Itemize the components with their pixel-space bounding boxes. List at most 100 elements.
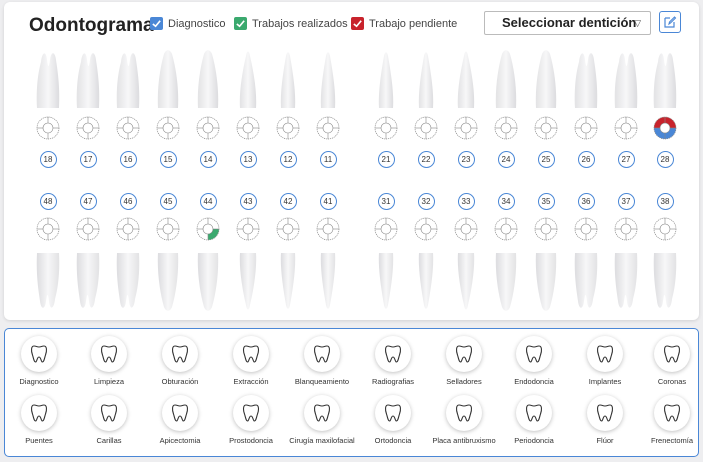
tooth-number[interactable]: 21 xyxy=(377,151,395,168)
tooth-image[interactable] xyxy=(114,48,142,114)
procedure-puentes[interactable]: Puentes xyxy=(5,395,73,445)
tooth-surface-chart[interactable] xyxy=(533,115,559,141)
tooth-number[interactable]: 37 xyxy=(617,193,635,210)
tooth-image[interactable] xyxy=(532,247,560,313)
tooth-number[interactable]: 27 xyxy=(617,151,635,168)
tooth-image[interactable] xyxy=(34,48,62,114)
tooth-image[interactable] xyxy=(572,247,600,313)
tooth-image[interactable] xyxy=(612,247,640,313)
tooth-image[interactable] xyxy=(492,48,520,114)
tooth-image[interactable] xyxy=(412,247,440,313)
tooth-number[interactable]: 44 xyxy=(199,193,217,210)
tooth-number[interactable]: 11 xyxy=(319,151,337,168)
procedure-cirugia-maxilofacial[interactable]: Cirugía maxilofacial xyxy=(288,395,356,445)
tooth-number[interactable]: 16 xyxy=(119,151,137,168)
tooth-surface-chart[interactable] xyxy=(155,216,181,242)
tooth-surface-chart[interactable] xyxy=(413,216,439,242)
tooth-number[interactable]: 33 xyxy=(457,193,475,210)
tooth-image[interactable] xyxy=(154,247,182,313)
tooth-surface-chart[interactable] xyxy=(373,216,399,242)
tooth-surface-chart[interactable] xyxy=(275,216,301,242)
tooth-image[interactable] xyxy=(74,48,102,114)
tooth-number[interactable]: 47 xyxy=(79,193,97,210)
tooth-number[interactable]: 23 xyxy=(457,151,475,168)
tooth-surface-chart[interactable] xyxy=(275,115,301,141)
tooth-image[interactable] xyxy=(194,48,222,114)
tooth-number[interactable]: 32 xyxy=(417,193,435,210)
tooth-number[interactable]: 34 xyxy=(497,193,515,210)
tooth-number[interactable]: 43 xyxy=(239,193,257,210)
tooth-number[interactable]: 17 xyxy=(79,151,97,168)
tooth-image[interactable] xyxy=(34,247,62,313)
tooth-number[interactable]: 13 xyxy=(239,151,257,168)
tooth-surface-chart[interactable] xyxy=(413,115,439,141)
procedure-radiografias[interactable]: Radiografias xyxy=(359,336,427,386)
tooth-image[interactable] xyxy=(452,247,480,313)
tooth-number[interactable]: 25 xyxy=(537,151,555,168)
tooth-number[interactable]: 12 xyxy=(279,151,297,168)
tooth-surface-chart[interactable] xyxy=(315,115,341,141)
tooth-image[interactable] xyxy=(532,48,560,114)
tooth-surface-chart[interactable] xyxy=(453,115,479,141)
tooth-image[interactable] xyxy=(274,247,302,313)
legend-trabajos-realizados[interactable]: Trabajos realizados xyxy=(234,17,348,30)
procedure-periodoncia[interactable]: Periodoncia xyxy=(500,395,568,445)
legend-diagnostico[interactable]: Diagnostico xyxy=(150,17,225,30)
tooth-surface-chart[interactable] xyxy=(155,115,181,141)
tooth-surface-chart[interactable] xyxy=(373,115,399,141)
tooth-image[interactable] xyxy=(114,247,142,313)
legend-trabajo-pendiente[interactable]: Trabajo pendiente xyxy=(351,17,457,30)
procedure-placa-antibruxismo[interactable]: Placa antibruxismo xyxy=(430,395,498,445)
tooth-image[interactable] xyxy=(234,247,262,313)
tooth-surface-chart[interactable] xyxy=(533,216,559,242)
tooth-number[interactable]: 45 xyxy=(159,193,177,210)
tooth-surface-chart[interactable] xyxy=(35,115,61,141)
tooth-image[interactable] xyxy=(194,247,222,313)
tooth-number[interactable]: 24 xyxy=(497,151,515,168)
tooth-image[interactable] xyxy=(572,48,600,114)
tooth-surface-chart[interactable] xyxy=(573,216,599,242)
tooth-number[interactable]: 22 xyxy=(417,151,435,168)
procedure-apicectomia[interactable]: Apicectomia xyxy=(146,395,214,445)
tooth-number[interactable]: 36 xyxy=(577,193,595,210)
tooth-surface-chart[interactable] xyxy=(195,216,221,242)
procedure-selladores[interactable]: Selladores xyxy=(430,336,498,386)
tooth-number[interactable]: 26 xyxy=(577,151,595,168)
tooth-surface-chart[interactable] xyxy=(573,115,599,141)
tooth-number[interactable]: 48 xyxy=(39,193,57,210)
procedure-endodoncia[interactable]: Endodoncia xyxy=(500,336,568,386)
tooth-image[interactable] xyxy=(154,48,182,114)
tooth-number[interactable]: 38 xyxy=(656,193,674,210)
tooth-image[interactable] xyxy=(372,247,400,313)
tooth-surface-chart[interactable] xyxy=(613,115,639,141)
tooth-image[interactable] xyxy=(314,247,342,313)
tooth-number[interactable]: 14 xyxy=(199,151,217,168)
tooth-surface-chart[interactable] xyxy=(652,115,678,141)
procedure-implantes[interactable]: Implantes xyxy=(571,336,639,386)
procedure-blanqueamiento[interactable]: Blanqueamiento xyxy=(288,336,356,386)
tooth-surface-chart[interactable] xyxy=(115,115,141,141)
tooth-surface-chart[interactable] xyxy=(652,216,678,242)
procedure-prostodoncia[interactable]: Prostodoncia xyxy=(217,395,285,445)
tooth-image[interactable] xyxy=(452,48,480,114)
tooth-number[interactable]: 35 xyxy=(537,193,555,210)
tooth-surface-chart[interactable] xyxy=(75,115,101,141)
tooth-number[interactable]: 41 xyxy=(319,193,337,210)
tooth-image[interactable] xyxy=(274,48,302,114)
tooth-surface-chart[interactable] xyxy=(493,216,519,242)
procedure-extraccion[interactable]: Extracción xyxy=(217,336,285,386)
tooth-image[interactable] xyxy=(74,247,102,313)
procedure-carillas[interactable]: Carillas xyxy=(75,395,143,445)
tooth-image[interactable] xyxy=(492,247,520,313)
procedure-coronas[interactable]: Coronas xyxy=(638,336,703,386)
procedure-limpieza[interactable]: Limpieza xyxy=(75,336,143,386)
procedure-fluor[interactable]: Flúor xyxy=(571,395,639,445)
tooth-surface-chart[interactable] xyxy=(235,216,261,242)
tooth-number[interactable]: 31 xyxy=(377,193,395,210)
tooth-surface-chart[interactable] xyxy=(613,216,639,242)
denticion-select[interactable]: Seleccionar dentición ▽ xyxy=(484,11,651,35)
edit-button[interactable] xyxy=(659,11,681,33)
tooth-number[interactable]: 15 xyxy=(159,151,177,168)
tooth-surface-chart[interactable] xyxy=(453,216,479,242)
tooth-image[interactable] xyxy=(372,48,400,114)
